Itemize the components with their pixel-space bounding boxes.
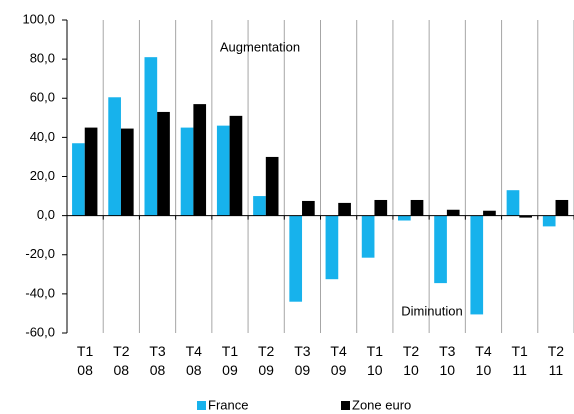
- bar: [144, 57, 158, 216]
- bar: [253, 196, 266, 216]
- x-tick-label: T2 08: [113, 343, 130, 378]
- x-tick-label: T1 09: [221, 343, 239, 378]
- legend-swatch: [197, 401, 206, 410]
- bar: [325, 215, 339, 280]
- legend-swatch: [341, 401, 350, 410]
- bar: [120, 128, 134, 216]
- x-tick-label: T2 11: [547, 343, 565, 378]
- bar: [434, 215, 447, 284]
- bar: [446, 209, 460, 216]
- y-tick-label: 80,0: [30, 51, 55, 66]
- bar: [410, 199, 424, 216]
- x-tick-label: T2 10: [402, 343, 420, 378]
- bar: [470, 215, 484, 315]
- x-tick-label: T1 08: [76, 343, 94, 378]
- bar: [180, 127, 194, 216]
- y-tick-label: 60,0: [30, 90, 55, 105]
- annotation: Diminution: [401, 303, 462, 318]
- bar: [361, 215, 375, 258]
- y-tick-label: -40,0: [25, 285, 55, 300]
- bar: [506, 190, 520, 216]
- bar: [483, 210, 496, 216]
- y-tick-label: -20,0: [25, 246, 55, 261]
- bar: [265, 156, 279, 216]
- x-tick-label: T4 09: [330, 343, 347, 378]
- y-tick-label: 20,0: [30, 168, 55, 183]
- x-tick-label: T4 10: [475, 343, 492, 378]
- bar: [216, 125, 230, 216]
- bar: [519, 215, 532, 218]
- bar: [193, 104, 207, 216]
- legend-label: France: [208, 397, 248, 412]
- bar: [229, 115, 243, 216]
- x-tick-label: T3 10: [439, 343, 456, 378]
- y-tick-label: 40,0: [30, 129, 55, 144]
- bar: [84, 127, 98, 216]
- bar: [542, 215, 556, 227]
- bar: [157, 111, 170, 216]
- x-tick-label: T1 11: [511, 343, 528, 378]
- x-tick-label: T2 09: [258, 343, 275, 378]
- legend-label: Zone euro: [352, 397, 411, 412]
- bar: [289, 215, 303, 302]
- bar: [397, 215, 411, 221]
- bar: [374, 199, 388, 216]
- bar: [108, 97, 121, 216]
- bar: [72, 143, 85, 216]
- x-tick-label: T4 08: [185, 343, 202, 378]
- x-tick-label: T3 08: [149, 343, 166, 378]
- y-tick-label: 0,0: [37, 207, 55, 222]
- bar: [338, 202, 351, 216]
- annotation: Augmentation: [220, 39, 300, 54]
- y-tick-label: -60,0: [25, 324, 55, 339]
- y-tick-label: 100,0: [22, 11, 55, 26]
- bar: [302, 200, 315, 216]
- x-tick-label: T3 09: [294, 343, 311, 378]
- x-tick-label: T1 10: [366, 343, 383, 378]
- bar: [555, 199, 569, 216]
